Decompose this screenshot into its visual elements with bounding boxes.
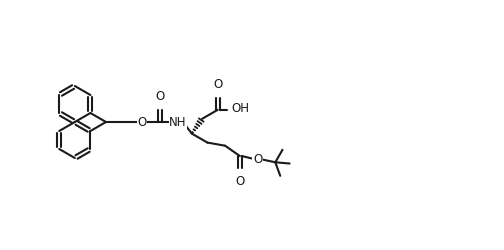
Text: O: O [213, 78, 222, 90]
Text: NH: NH [169, 116, 187, 128]
Text: OH: OH [232, 102, 249, 115]
Text: O: O [138, 116, 147, 128]
Text: O: O [253, 153, 262, 166]
Text: O: O [155, 90, 165, 103]
Text: O: O [235, 175, 244, 188]
